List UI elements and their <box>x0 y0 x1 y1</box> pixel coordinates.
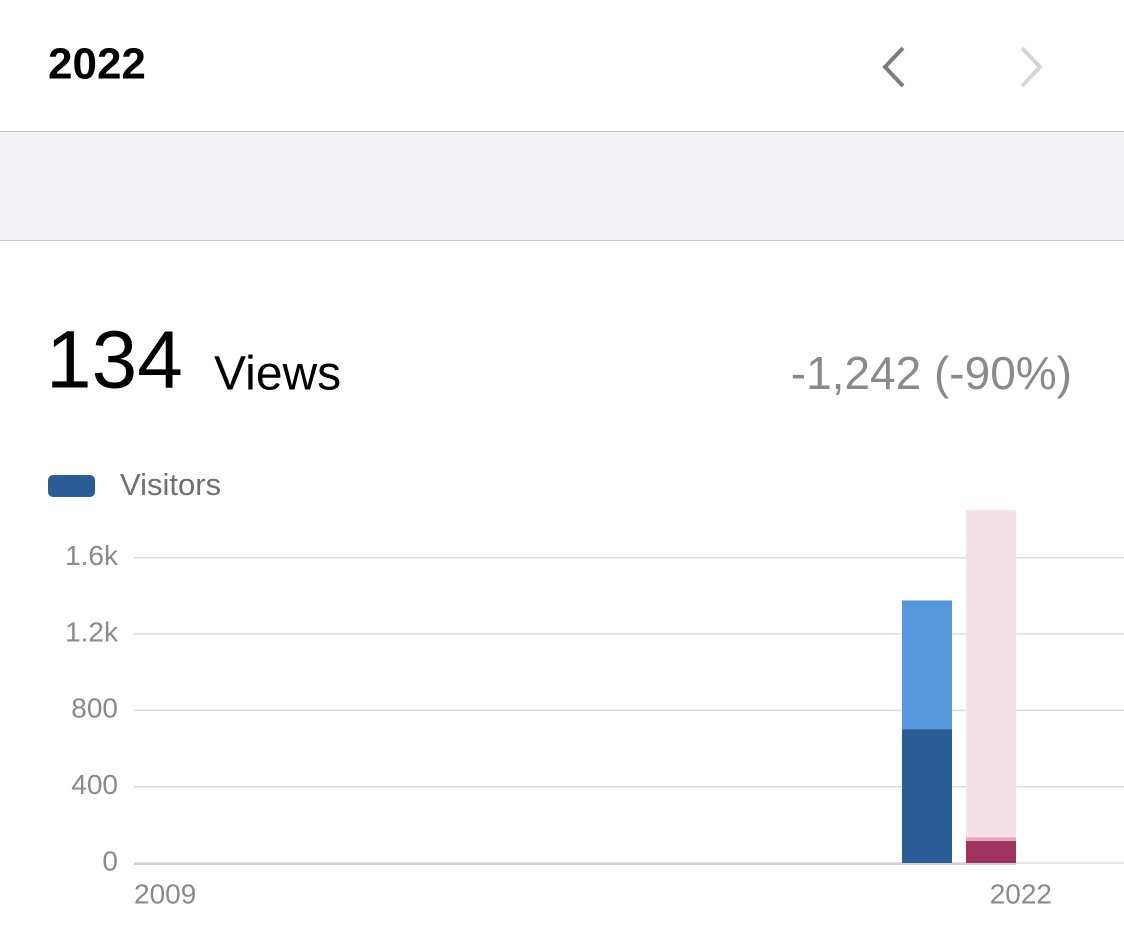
summary-value: 134 <box>46 315 183 406</box>
y-tick-label: 0 <box>102 845 118 876</box>
summary-change: -1,242 (-90%) <box>791 347 1072 399</box>
bar <box>902 729 952 863</box>
y-tick-label: 400 <box>71 769 118 800</box>
period-title: 2022 <box>48 40 146 89</box>
bar <box>966 841 1016 863</box>
y-tick-label: 1.2k <box>65 616 119 647</box>
legend-label: Visitors <box>120 467 221 502</box>
band <box>0 132 1124 240</box>
previous-button[interactable] <box>882 46 905 88</box>
highlight-background <box>966 510 1016 863</box>
next-button[interactable] <box>1020 46 1043 88</box>
y-tick-label: 1.6k <box>65 540 119 571</box>
x-tick-label: 2009 <box>134 878 196 909</box>
summary-label: Views <box>214 348 341 401</box>
y-tick-label: 800 <box>71 693 118 724</box>
x-tick-label: 2022 <box>990 878 1052 909</box>
legend-swatch <box>48 475 95 497</box>
